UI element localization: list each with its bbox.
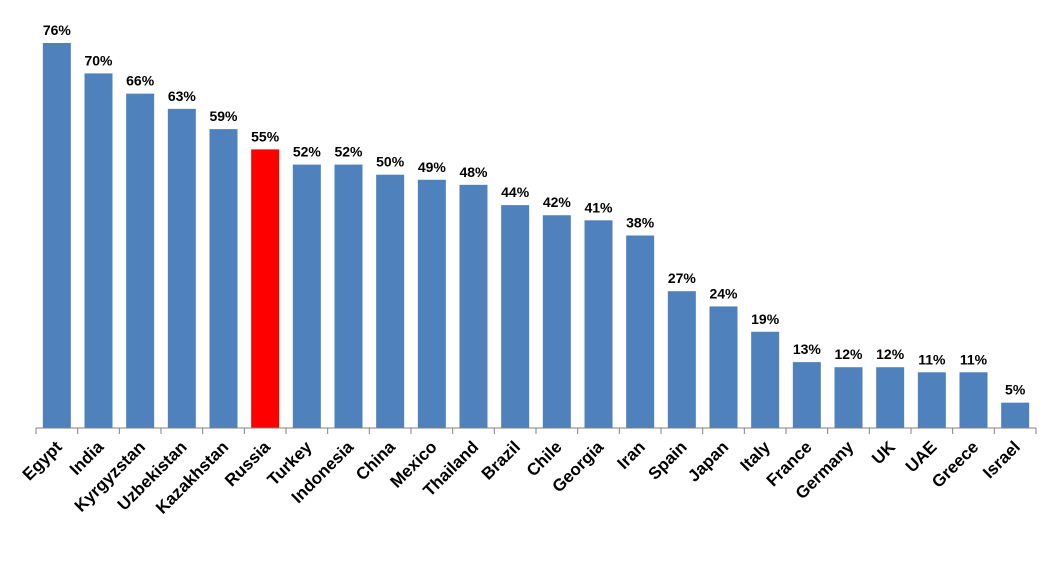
bar-mexico xyxy=(417,179,446,428)
x-tick-label-brazil: Brazil xyxy=(478,437,524,483)
bar-israel xyxy=(1001,402,1030,428)
data-label-germany: 12% xyxy=(834,346,863,362)
data-label-chile: 42% xyxy=(543,194,572,210)
x-tick-label-israel: Israel xyxy=(979,437,1024,482)
data-label-indonesia: 52% xyxy=(334,144,363,160)
bar-japan xyxy=(709,306,738,428)
data-label-egypt: 76% xyxy=(43,22,72,38)
bar-uk xyxy=(876,367,905,428)
x-tick-label-italy: Italy xyxy=(736,437,774,475)
x-tick-label-uk: UK xyxy=(868,437,899,468)
x-tick-label-spain: Spain xyxy=(644,437,690,483)
data-label-france: 13% xyxy=(793,341,822,357)
data-label-uae: 11% xyxy=(918,351,946,367)
bar-uzbekistan xyxy=(167,108,196,429)
bar-spain xyxy=(667,291,696,428)
bar-germany xyxy=(834,367,863,428)
data-label-japan: 24% xyxy=(709,285,738,301)
bar-russia xyxy=(251,149,280,428)
bar-france xyxy=(792,362,821,428)
data-label-uzbekistan: 63% xyxy=(168,88,197,104)
data-label-kyrgyzstan: 66% xyxy=(126,73,155,89)
data-label-india: 70% xyxy=(84,52,113,68)
bar-chile xyxy=(542,215,571,428)
bar-uae xyxy=(917,372,946,428)
data-label-iran: 38% xyxy=(626,215,655,231)
bar-thailand xyxy=(459,184,488,428)
x-tick-label-japan: Japan xyxy=(684,437,732,485)
bar-india xyxy=(84,73,113,428)
data-label-greece: 11% xyxy=(960,351,988,367)
bar-brazil xyxy=(501,205,530,428)
bars-layer xyxy=(42,43,1030,429)
data-label-spain: 27% xyxy=(668,270,697,286)
x-tick-label-egypt: Egypt xyxy=(19,437,66,484)
bar-iran xyxy=(626,235,655,428)
data-label-kazakhstan: 59% xyxy=(209,108,238,124)
data-label-turkey: 52% xyxy=(293,144,322,160)
bar-italy xyxy=(751,331,780,428)
x-tick-label-russia: Russia xyxy=(221,437,274,490)
x-axis-tick-labels: Egypt IndiaKyrgyzstanUzbekistanKazakhstan… xyxy=(19,437,1024,518)
data-label-china: 50% xyxy=(376,154,405,170)
bar-greece xyxy=(959,372,988,428)
bar-turkey xyxy=(292,164,321,428)
bar-georgia xyxy=(584,220,613,428)
x-axis-ticks xyxy=(35,428,1037,434)
data-label-thailand: 48% xyxy=(459,164,488,180)
bar-indonesia xyxy=(334,164,363,428)
data-label-brazil: 44% xyxy=(501,184,530,200)
bar-kyrgyzstan xyxy=(126,93,155,428)
x-tick-label-iran: Iran xyxy=(614,437,649,472)
data-label-israel: 5% xyxy=(1005,382,1026,398)
value-labels-layer: 76% 70% 66% 63% 59% 55% 52% 52% 50% 49% 48% 44% 42% 4… xyxy=(43,22,1026,398)
data-label-russia: 55% xyxy=(251,128,280,144)
bar-egypt xyxy=(42,43,71,428)
bar-kazakhstan xyxy=(209,129,238,428)
bar-china xyxy=(376,174,405,428)
data-label-uk: 12% xyxy=(876,346,905,362)
data-label-mexico: 49% xyxy=(418,159,447,175)
data-label-georgia: 41% xyxy=(584,199,613,215)
data-label-italy: 19% xyxy=(751,311,780,327)
x-tick-label-greece: Greece xyxy=(928,437,982,491)
